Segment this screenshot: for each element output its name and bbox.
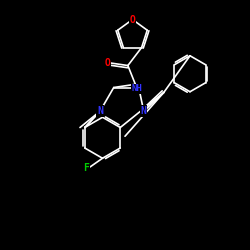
Text: F: F xyxy=(83,163,89,173)
Text: O: O xyxy=(130,14,136,24)
Text: NH: NH xyxy=(131,84,142,93)
Text: N: N xyxy=(141,106,147,116)
Text: N: N xyxy=(97,106,103,116)
Text: O: O xyxy=(104,58,110,68)
